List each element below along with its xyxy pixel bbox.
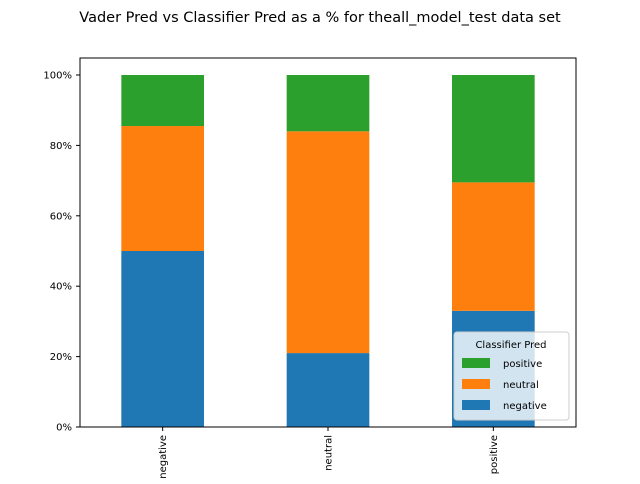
chart-title: Vader Pred vs Classifier Pred as a % for… [79,10,561,26]
plot-frame [79,57,577,428]
legend-items: positive neutral negative [462,358,547,412]
y-tick-label: 0% [56,423,72,434]
legend-swatch-negative [462,400,490,410]
legend-label-positive: positive [503,359,542,370]
legend-label-neutral: neutral [503,380,539,391]
legend-swatch-positive [462,358,490,368]
x-tick-label: negative [158,435,169,479]
y-axis: 0% 20% 40% 60% 80% 100% [43,71,80,434]
legend-label-negative: negative [503,401,547,412]
bar-positive-neutral [452,182,535,311]
bar-negative-neutral [121,126,204,251]
bar-neutral-negative [286,353,370,427]
legend-title: Classifier Pred [475,340,546,351]
bar-neutral-neutral [286,131,370,354]
legend: Classifier Pred positive neutral negative [453,331,570,421]
bar-neutral-positive [286,75,370,132]
bar-positive-positive [452,75,535,183]
x-axis: negative neutral positive [158,427,500,479]
bars-group [121,75,535,427]
y-tick-label: 100% [43,71,72,82]
legend-box [453,331,570,421]
y-tick-label: 80% [50,141,72,152]
bar-negative-positive [121,75,204,127]
x-tick-label: positive [489,435,500,474]
legend-swatch-neutral [462,379,490,389]
y-tick-label: 60% [50,211,72,222]
y-tick-label: 20% [50,352,72,363]
y-tick-label: 40% [50,282,72,293]
x-tick-label: neutral [324,435,335,471]
bar-negative-negative [121,251,204,427]
